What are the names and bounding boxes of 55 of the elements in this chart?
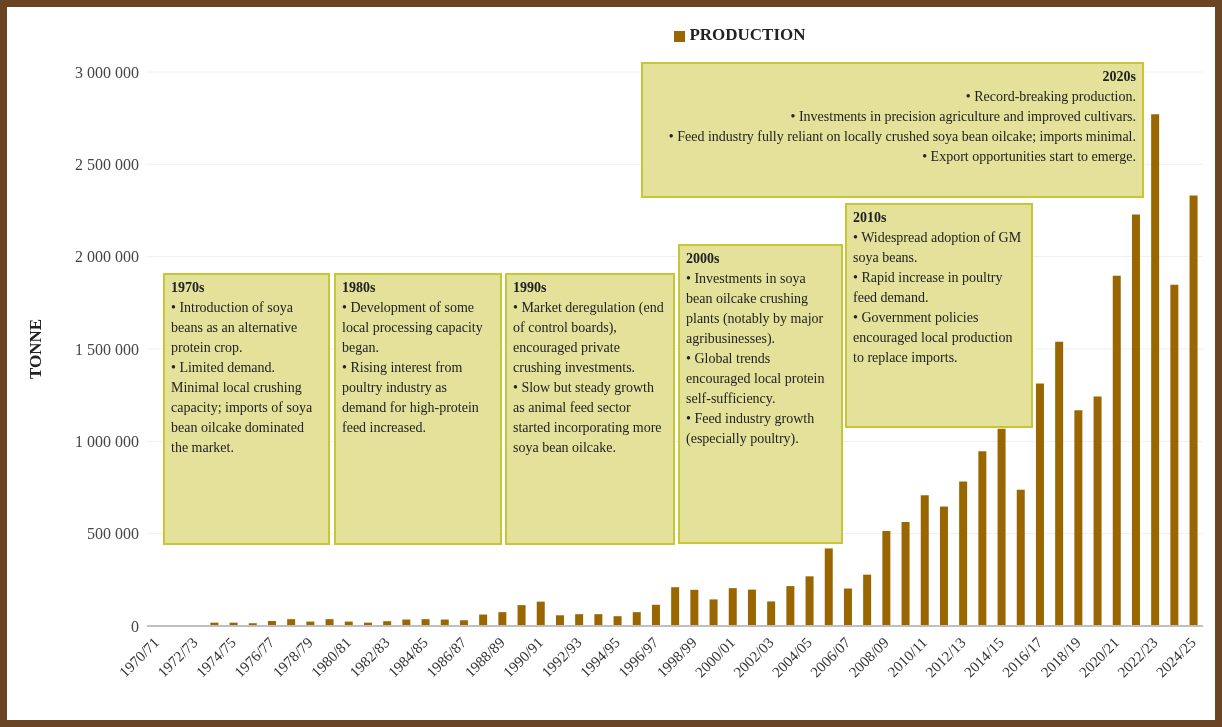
bar bbox=[555, 615, 564, 626]
bar bbox=[1112, 275, 1121, 626]
bar bbox=[1170, 284, 1179, 626]
note-box: 1980s • Development of some local processing capacity began. • Rising interest from poultry industry as demand for high-protein feed increased. bbox=[334, 273, 502, 545]
bar bbox=[594, 614, 603, 626]
y-tick-label: 2 000 000 bbox=[75, 248, 139, 266]
annotation: 1980s • Development of some local processing capacity began. • Rising interest from poultry industry as demand for high-protein feed increased. bbox=[342, 279, 484, 437]
bar bbox=[728, 588, 737, 626]
bar bbox=[997, 428, 1006, 626]
y-tick-label: 2 500 000 bbox=[75, 156, 139, 174]
bar bbox=[709, 599, 718, 626]
legend-label: PRODUCTION bbox=[689, 25, 806, 44]
annotation: 2020s • Record-breaking production. • Investments in precision agriculture and improved cultivars. • Feed industry fully reliant on locally crushed soya bean oilcake; imports minimal. • Export opportunities start to emerge. bbox=[667, 68, 1136, 166]
note-box: 2020s • Record-breaking production. • Investments in precision agriculture and improved cultivars. • Feed industry fully reliant on locally crushed soya bean oilcake; imports minimal. • Export opportunities start to emerge. bbox=[641, 62, 1144, 198]
bar bbox=[1131, 214, 1140, 626]
bar bbox=[863, 574, 872, 626]
bar bbox=[1074, 410, 1083, 626]
y-axis-title: TONNE bbox=[26, 318, 46, 380]
bar bbox=[978, 451, 987, 626]
bar bbox=[747, 589, 756, 626]
bar bbox=[1035, 383, 1044, 626]
bar bbox=[824, 548, 833, 626]
y-tick-label: 3 000 000 bbox=[75, 63, 139, 81]
bar bbox=[498, 612, 507, 626]
bar bbox=[651, 604, 660, 626]
bar bbox=[805, 576, 814, 626]
annotation: 2010s • Widespread adoption of GM soya beans. • Rapid increase in poultry feed demand. • Government policies encouraged local production to replace imports. bbox=[853, 209, 1023, 367]
bar bbox=[1189, 195, 1198, 626]
y-tick-label: 1 000 000 bbox=[75, 433, 139, 451]
bar bbox=[671, 587, 680, 626]
y-tick-label: 1 500 000 bbox=[75, 340, 139, 358]
bar bbox=[536, 601, 545, 626]
bar bbox=[959, 481, 968, 626]
bar bbox=[901, 522, 910, 626]
bar bbox=[1093, 396, 1102, 626]
bar bbox=[786, 586, 795, 626]
bar bbox=[632, 612, 641, 626]
note-box: 2010s • Widespread adoption of GM soya beans. • Rapid increase in poultry feed demand. • Government policies encouraged local production to replace imports. bbox=[845, 203, 1033, 428]
bar bbox=[690, 589, 699, 626]
bar bbox=[613, 616, 622, 626]
note-box: 2000s • Investments in soya bean oilcake crushing plants (notably by major agribusinesses). • Global trends encouraged local protein self-sufficiency. • Feed industry growth (especially poultry). bbox=[678, 244, 843, 544]
bar bbox=[843, 588, 852, 626]
bar bbox=[1016, 489, 1025, 626]
y-tick-label: 500 000 bbox=[87, 525, 139, 543]
bar bbox=[767, 601, 776, 626]
note-box: 1970s • Introduction of soya beans as an alternative protein crop. • Limited demand. Minimal local crushing capacity; imports of soya bean oilcake dominated the market. bbox=[163, 273, 330, 545]
note-box: 1990s • Market deregulation (end of control boards), encouraged private crushing investments. • Slow but steady growth as animal feed sector started incorporating more soya bean oilcake. bbox=[505, 273, 675, 545]
bar bbox=[575, 614, 584, 626]
bar bbox=[1151, 114, 1160, 626]
bar bbox=[920, 495, 929, 626]
bar bbox=[517, 605, 526, 626]
bar bbox=[939, 506, 948, 626]
bar bbox=[882, 531, 891, 626]
bar bbox=[1055, 341, 1064, 626]
y-tick-label: 0 bbox=[131, 617, 139, 635]
